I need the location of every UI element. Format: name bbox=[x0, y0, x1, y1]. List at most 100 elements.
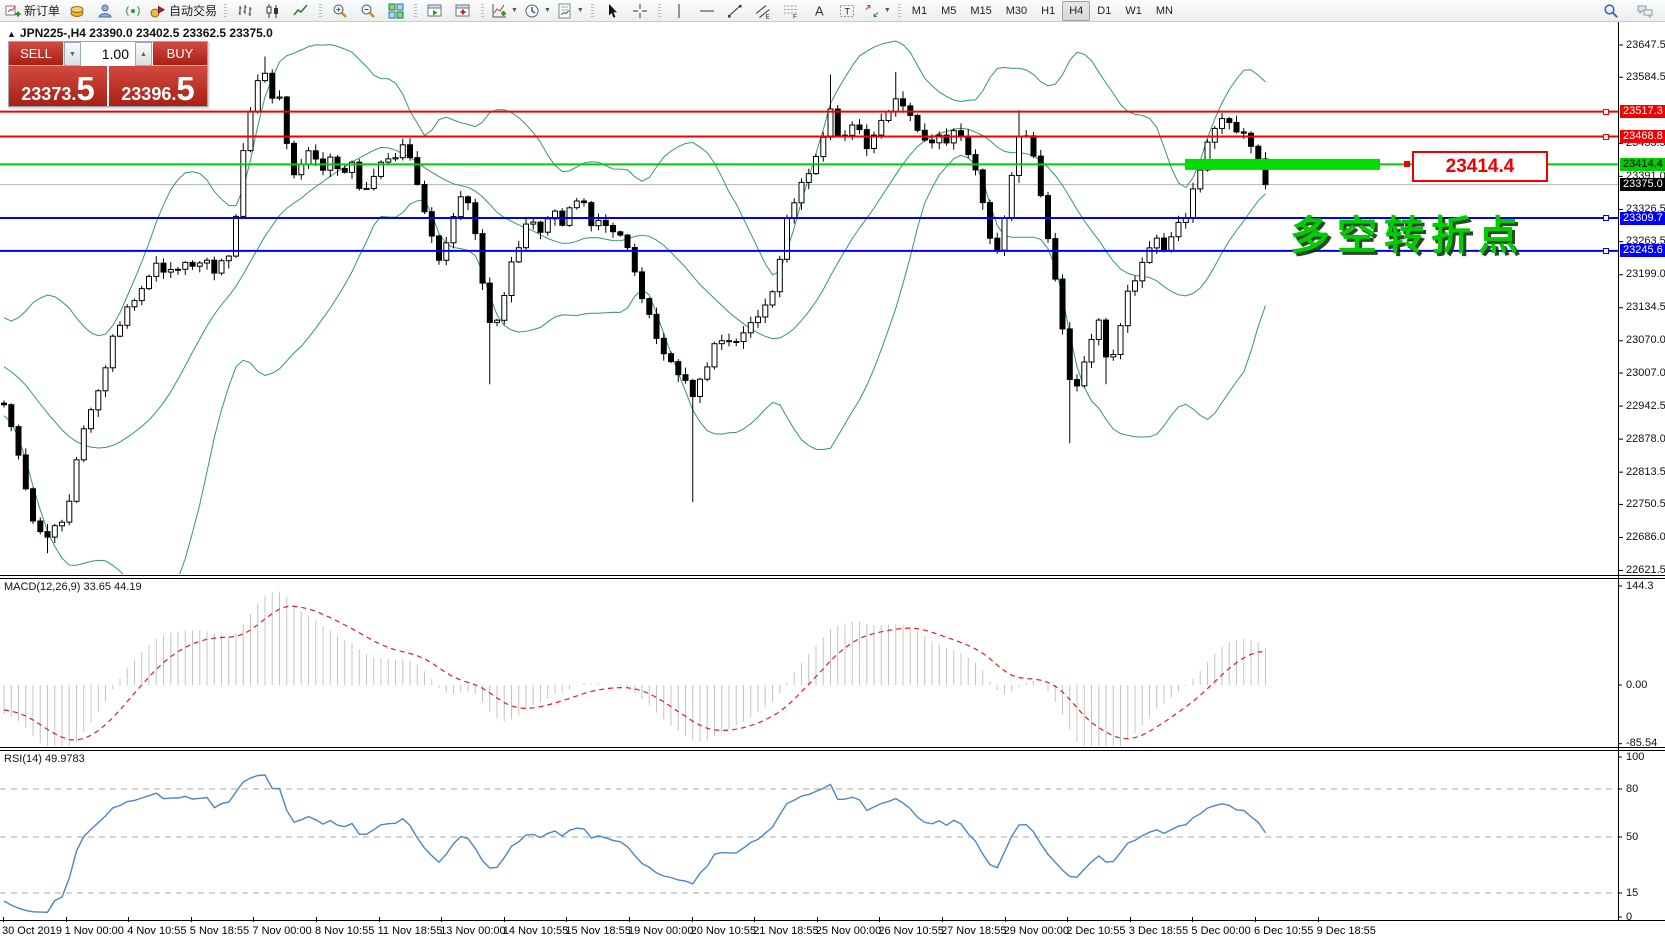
candle-body bbox=[211, 259, 218, 274]
volume-increment-button[interactable]: ▲ bbox=[135, 42, 152, 66]
dropdown-caret-icon[interactable]: ▼ bbox=[543, 7, 551, 14]
price-tick-label: 22750.5 bbox=[1626, 497, 1665, 510]
time-label: 4 Nov 10:55 bbox=[127, 925, 187, 937]
signals-button[interactable] bbox=[119, 0, 147, 22]
timeframe-w1-button[interactable]: W1 bbox=[1125, 4, 1142, 17]
thick-trend-segment[interactable] bbox=[1185, 158, 1380, 170]
timeframe-h4-button[interactable]: H4 bbox=[1062, 0, 1091, 21]
volume-input[interactable]: 1.00 bbox=[81, 42, 135, 66]
fibonacci-button[interactable]: F bbox=[777, 0, 805, 22]
profile-button[interactable] bbox=[91, 0, 119, 22]
candle-body bbox=[834, 108, 841, 137]
linechart-button[interactable] bbox=[287, 0, 315, 22]
autotrade-button[interactable]: 自动交易 bbox=[147, 0, 220, 22]
buy-button[interactable]: BUY bbox=[153, 42, 207, 66]
candle-body bbox=[1008, 174, 1015, 219]
candle-body bbox=[1030, 135, 1037, 157]
candle-body bbox=[247, 110, 254, 152]
vline-button[interactable] bbox=[665, 0, 693, 22]
candle-body bbox=[276, 96, 283, 99]
signals-icon bbox=[125, 3, 141, 19]
text-button[interactable]: A bbox=[805, 0, 833, 22]
bollinger-bands bbox=[3, 40, 1266, 574]
time-tick bbox=[1004, 917, 1006, 922]
candle-body bbox=[1052, 238, 1059, 280]
timeframe-m30-button[interactable]: M30 bbox=[1005, 4, 1028, 17]
candle-body bbox=[1088, 339, 1095, 363]
hline-handle[interactable] bbox=[1603, 133, 1609, 140]
candle-body bbox=[827, 108, 834, 138]
candle-body bbox=[407, 144, 413, 159]
time-label: 5 Dec 00:00 bbox=[1191, 925, 1251, 937]
price-tick-label: 23070.0 bbox=[1626, 334, 1665, 347]
styler-button[interactable] bbox=[63, 0, 91, 22]
templates-button[interactable]: ▼ bbox=[554, 0, 587, 22]
text-icon: A bbox=[811, 3, 827, 19]
candle-body bbox=[73, 459, 80, 502]
candle-body bbox=[479, 233, 486, 284]
timeframe-mn-button[interactable]: MN bbox=[1155, 4, 1173, 17]
candle-body bbox=[1168, 236, 1175, 251]
hline-button[interactable] bbox=[693, 0, 721, 22]
tile-button[interactable] bbox=[382, 0, 410, 22]
annotation-text[interactable]: 多空转折点 bbox=[1290, 214, 1525, 258]
chart-play-button[interactable] bbox=[421, 0, 449, 22]
time-tick bbox=[441, 917, 443, 922]
symbol-info: ▲ JPN225-,H4 23390.0 23402.5 23362.5 2337… bbox=[7, 26, 273, 40]
buy-price[interactable]: 23396. 5 bbox=[109, 66, 207, 106]
bars-button[interactable] bbox=[231, 0, 259, 22]
candle-body bbox=[225, 255, 232, 262]
time-label: 6 Dec 10:55 bbox=[1254, 925, 1314, 937]
dropdown-caret-icon[interactable]: ▼ bbox=[511, 7, 518, 14]
timeframe-h1-button[interactable]: H1 bbox=[1041, 4, 1056, 17]
candle-body bbox=[682, 374, 689, 381]
label-button[interactable]: T bbox=[833, 0, 861, 22]
dropdown-caret-icon[interactable]: ▼ bbox=[576, 7, 584, 14]
price-label-23468.8: 23468.8 bbox=[1620, 130, 1665, 144]
zoom-out-button[interactable] bbox=[354, 0, 382, 22]
candle-body bbox=[1233, 122, 1240, 133]
trendline-button[interactable] bbox=[721, 0, 749, 22]
timeframe-d1-button[interactable]: D1 bbox=[1097, 4, 1112, 17]
time-label: 14 Nov 10:55 bbox=[502, 925, 569, 937]
buy-price-big: 5 bbox=[176, 69, 195, 107]
chart-add-button[interactable] bbox=[449, 0, 477, 22]
candle-body bbox=[1016, 136, 1022, 177]
candle-body bbox=[124, 306, 131, 326]
cursor-button[interactable] bbox=[598, 0, 626, 22]
periods-button[interactable]: ▼ bbox=[521, 0, 554, 22]
timeframe-m1-button[interactable]: M1 bbox=[911, 4, 928, 17]
timeframe-m15-button[interactable]: M15 bbox=[970, 4, 992, 17]
candlesticks bbox=[1, 56, 1269, 554]
channel-button[interactable]: E bbox=[749, 0, 777, 22]
callout-handle[interactable] bbox=[1404, 161, 1410, 168]
candle-body bbox=[102, 367, 109, 392]
hline-handle[interactable] bbox=[1603, 108, 1609, 115]
candles-button[interactable] bbox=[259, 0, 287, 22]
price-callout-label[interactable]: 23414.4 bbox=[1412, 151, 1548, 182]
new-order-button[interactable]: 新订单 bbox=[2, 0, 63, 22]
zoom-in-button[interactable] bbox=[326, 0, 354, 22]
sell-button[interactable]: SELL bbox=[9, 42, 63, 66]
arrows-button[interactable]: ▼ bbox=[861, 0, 894, 22]
dropdown-caret-icon[interactable]: ▼ bbox=[883, 7, 891, 14]
crosshair-button[interactable] bbox=[626, 0, 654, 22]
hline-handle[interactable] bbox=[1603, 215, 1609, 222]
search-button[interactable] bbox=[1597, 0, 1625, 22]
candle-body bbox=[1001, 217, 1008, 251]
candle-body bbox=[660, 337, 667, 355]
sell-price[interactable]: 23373. 5 bbox=[9, 66, 107, 106]
hline-handle[interactable] bbox=[1603, 247, 1609, 254]
indicators-button[interactable]: ▼ bbox=[488, 0, 521, 22]
time-tick bbox=[816, 917, 818, 922]
volume-decrement-button[interactable]: ▼ bbox=[64, 42, 81, 66]
candle-body bbox=[776, 258, 783, 293]
price-tick-label: 23199.0 bbox=[1626, 268, 1665, 281]
candle-body bbox=[907, 105, 914, 116]
time-label: 19 Nov 00:00 bbox=[628, 925, 694, 937]
collapse-symbol-icon[interactable]: ▲ bbox=[7, 29, 16, 39]
time-tick bbox=[942, 917, 943, 922]
timeframe-m5-button[interactable]: M5 bbox=[941, 4, 957, 17]
chat-button[interactable] bbox=[1631, 0, 1659, 22]
